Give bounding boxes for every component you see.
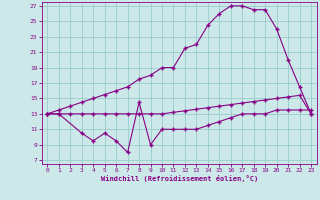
X-axis label: Windchill (Refroidissement éolien,°C): Windchill (Refroidissement éolien,°C) xyxy=(100,175,258,182)
